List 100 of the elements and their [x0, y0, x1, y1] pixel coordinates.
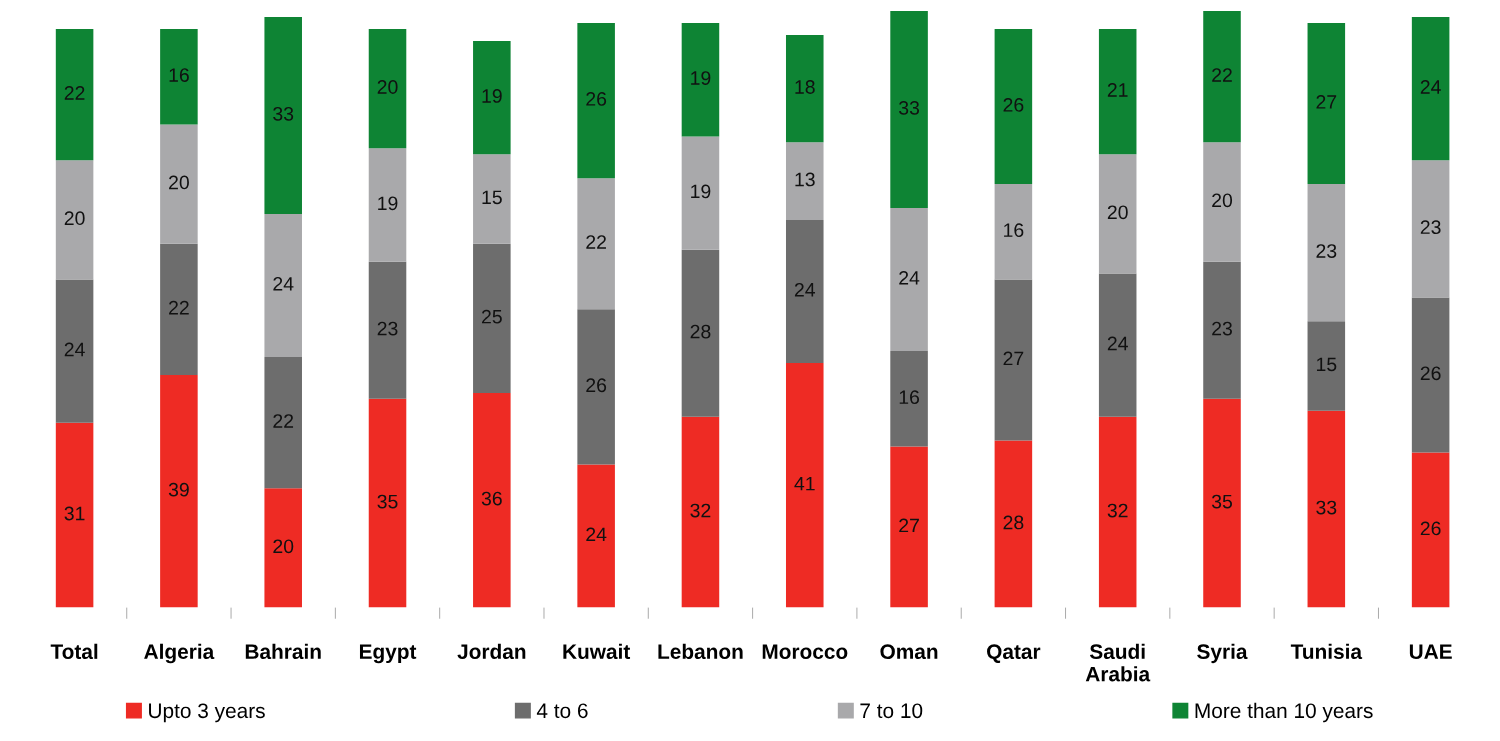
data-label: 24: [1420, 80, 1441, 94]
x-tick-label: Tunisia: [1290, 643, 1363, 660]
data-label: 32: [690, 503, 711, 518]
bar: [264, 17, 302, 214]
data-label: 22: [1212, 68, 1232, 82]
data-label: 24: [273, 276, 294, 291]
bar: [1098, 29, 1137, 155]
data-label: 22: [64, 86, 85, 100]
bar: [1203, 142, 1241, 262]
data-label: 27: [899, 518, 919, 533]
bar: [1307, 184, 1346, 322]
data-label: 20: [1107, 205, 1128, 220]
data-label: 36: [481, 491, 502, 506]
x-tick-label: Total: [50, 643, 98, 660]
bar: [55, 29, 94, 161]
x-tick-label: Qatar: [987, 644, 1041, 663]
bar: [994, 279, 1033, 441]
x-tick-label: UAE: [1409, 644, 1452, 660]
bar: [1203, 398, 1241, 608]
data-label: 28: [1003, 515, 1024, 530]
data-label: 33: [1316, 500, 1337, 515]
data-label: 19: [691, 184, 711, 199]
data-label: 26: [1420, 366, 1441, 381]
bar: [1307, 321, 1346, 411]
bar: [785, 34, 824, 143]
data-label: 25: [482, 309, 502, 324]
data-label: 26: [1420, 521, 1441, 536]
bar: [577, 464, 615, 608]
bar: [473, 40, 511, 155]
data-label: 23: [377, 321, 398, 336]
bar: [1098, 154, 1137, 274]
bar: [1098, 273, 1137, 417]
data-label: 23: [1420, 220, 1441, 235]
data-label: 20: [273, 539, 294, 554]
bar: [1307, 410, 1346, 608]
bar: [890, 351, 928, 447]
x-tick-label: Egypt: [359, 644, 417, 664]
data-label: 20: [64, 211, 85, 226]
bar: [160, 243, 198, 375]
data-label: 20: [377, 80, 398, 94]
data-label: 23: [1316, 244, 1337, 258]
data-label: 23: [1212, 321, 1232, 336]
bar: [890, 446, 928, 608]
bar: [55, 160, 94, 280]
bar: [785, 363, 824, 608]
data-label: 27: [1003, 351, 1024, 366]
data-label: 31: [64, 506, 85, 521]
data-label: 15: [1316, 357, 1337, 372]
data-label: 21: [1107, 83, 1128, 97]
data-label: 33: [899, 100, 920, 115]
data-label: 35: [377, 494, 398, 509]
data-label: 24: [899, 270, 920, 285]
bar: [681, 23, 720, 137]
x-tick-label: Jordan: [457, 643, 526, 660]
data-label: 35: [1211, 494, 1233, 509]
legend-label: 7 to 10: [860, 703, 923, 719]
data-label: 19: [691, 71, 711, 85]
data-label: 28: [690, 324, 711, 339]
bar: [1411, 297, 1450, 453]
data-label: 18: [795, 80, 815, 94]
bar: [681, 136, 720, 250]
bar: [264, 488, 302, 608]
bar: [368, 29, 407, 149]
bar: [264, 357, 302, 489]
bar: [785, 142, 824, 220]
bar: [890, 11, 928, 208]
bar: [264, 213, 302, 358]
x-tick-label: Kuwait: [563, 643, 631, 660]
bar: [368, 261, 407, 399]
data-label: 20: [169, 175, 189, 190]
data-label: 24: [794, 282, 816, 297]
bar: [994, 184, 1033, 280]
data-label: 22: [273, 414, 294, 428]
bar: [160, 124, 198, 244]
bar: [577, 178, 615, 310]
data-label: 16: [1004, 223, 1024, 238]
x-tick-label: Algeria: [144, 643, 215, 664]
x-tick-label: Syria: [1197, 643, 1248, 664]
bar: [160, 374, 198, 608]
x-tick-label: Bahrain: [245, 643, 321, 660]
x-tick-label: Saudi Arabia: [1085, 643, 1151, 682]
data-label: 13: [795, 172, 815, 187]
data-label: 20: [1212, 193, 1233, 208]
bar: [1411, 160, 1450, 298]
bar: [1203, 11, 1241, 143]
data-label: 24: [1107, 336, 1128, 351]
data-label: 15: [482, 190, 502, 205]
bar: [681, 249, 720, 417]
bar: [890, 207, 928, 352]
data-label: 24: [586, 527, 607, 542]
bar: [1411, 452, 1450, 608]
bar: [55, 279, 94, 423]
bar: [368, 398, 407, 608]
data-label: 41: [794, 476, 815, 491]
bar: [1411, 17, 1450, 161]
data-label: 22: [169, 300, 189, 315]
bar: [160, 29, 198, 125]
data-label: 16: [899, 390, 920, 405]
data-label: 26: [586, 92, 607, 106]
data-label: 16: [169, 68, 189, 82]
